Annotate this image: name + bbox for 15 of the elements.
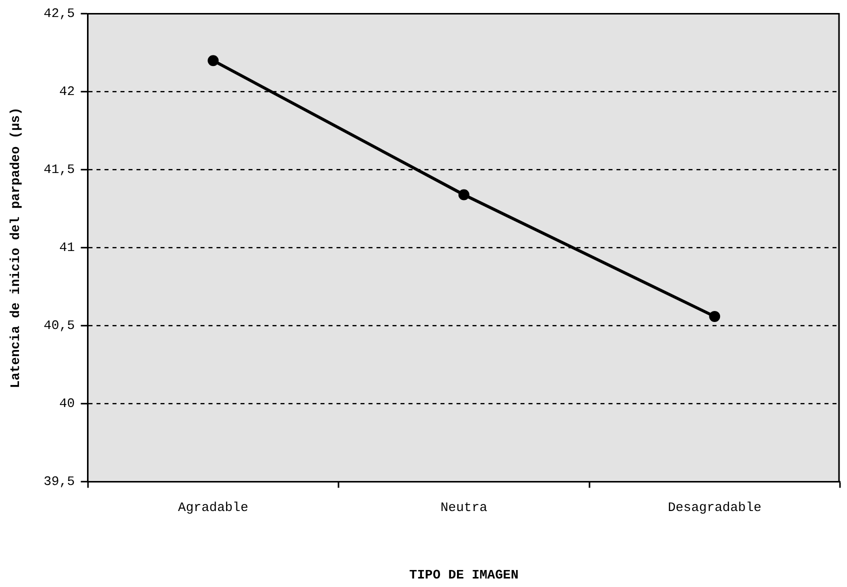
y-tick-label: 41 bbox=[59, 240, 75, 256]
y-tick-label: 40 bbox=[59, 396, 75, 412]
x-tick-label: Agradable bbox=[178, 500, 248, 516]
x-tick-label: Neutra bbox=[440, 500, 488, 516]
point bbox=[208, 55, 219, 66]
point bbox=[709, 310, 720, 322]
y-tick-label: 41,5 bbox=[44, 162, 75, 178]
y-axis-title: Latencia de inicio del parpadeo (µs) bbox=[8, 107, 24, 388]
y-tick-label: 42,5 bbox=[44, 6, 75, 22]
point bbox=[458, 189, 470, 200]
y-tick-label: 39,5 bbox=[44, 474, 75, 490]
y-tick-label: 40,5 bbox=[44, 318, 75, 334]
y-tick-label: 42 bbox=[59, 84, 75, 100]
x-axis-title: TIPO DE IMAGEN bbox=[409, 567, 519, 582]
x-tick-label: Desagradable bbox=[668, 500, 762, 516]
